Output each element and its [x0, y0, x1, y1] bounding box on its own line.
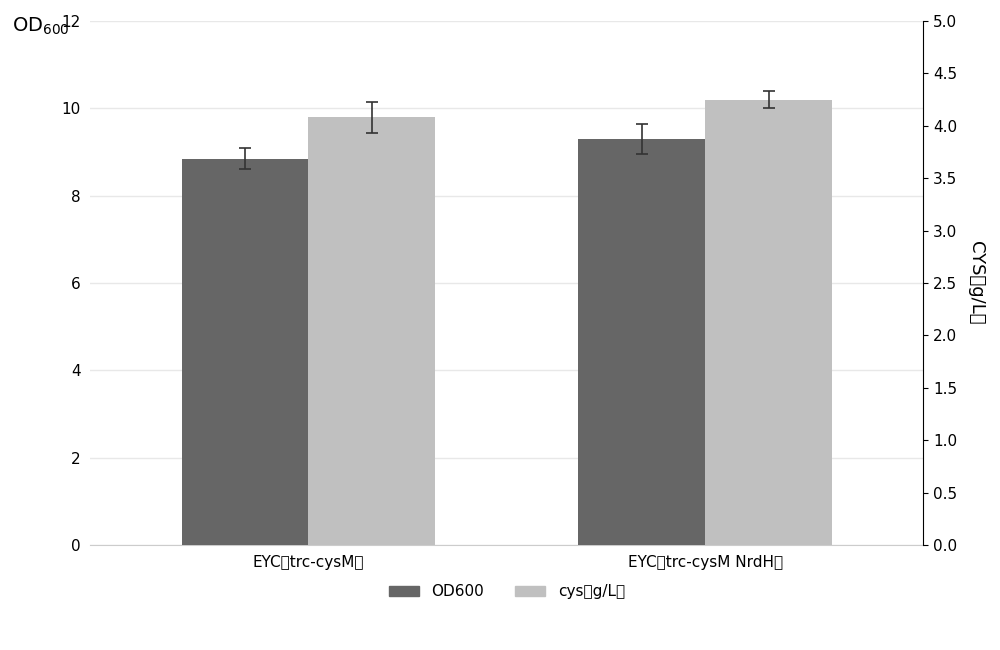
- Bar: [308, 118, 435, 545]
- Legend: OD600, cys（g/L）: OD600, cys（g/L）: [383, 578, 631, 606]
- Bar: [578, 139, 705, 545]
- Bar: [182, 159, 308, 545]
- Y-axis label: CYS（g/L）: CYS（g/L）: [967, 241, 985, 325]
- Bar: [705, 99, 832, 545]
- Y-axis label: OD$_{600}$: OD$_{600}$: [12, 16, 69, 36]
